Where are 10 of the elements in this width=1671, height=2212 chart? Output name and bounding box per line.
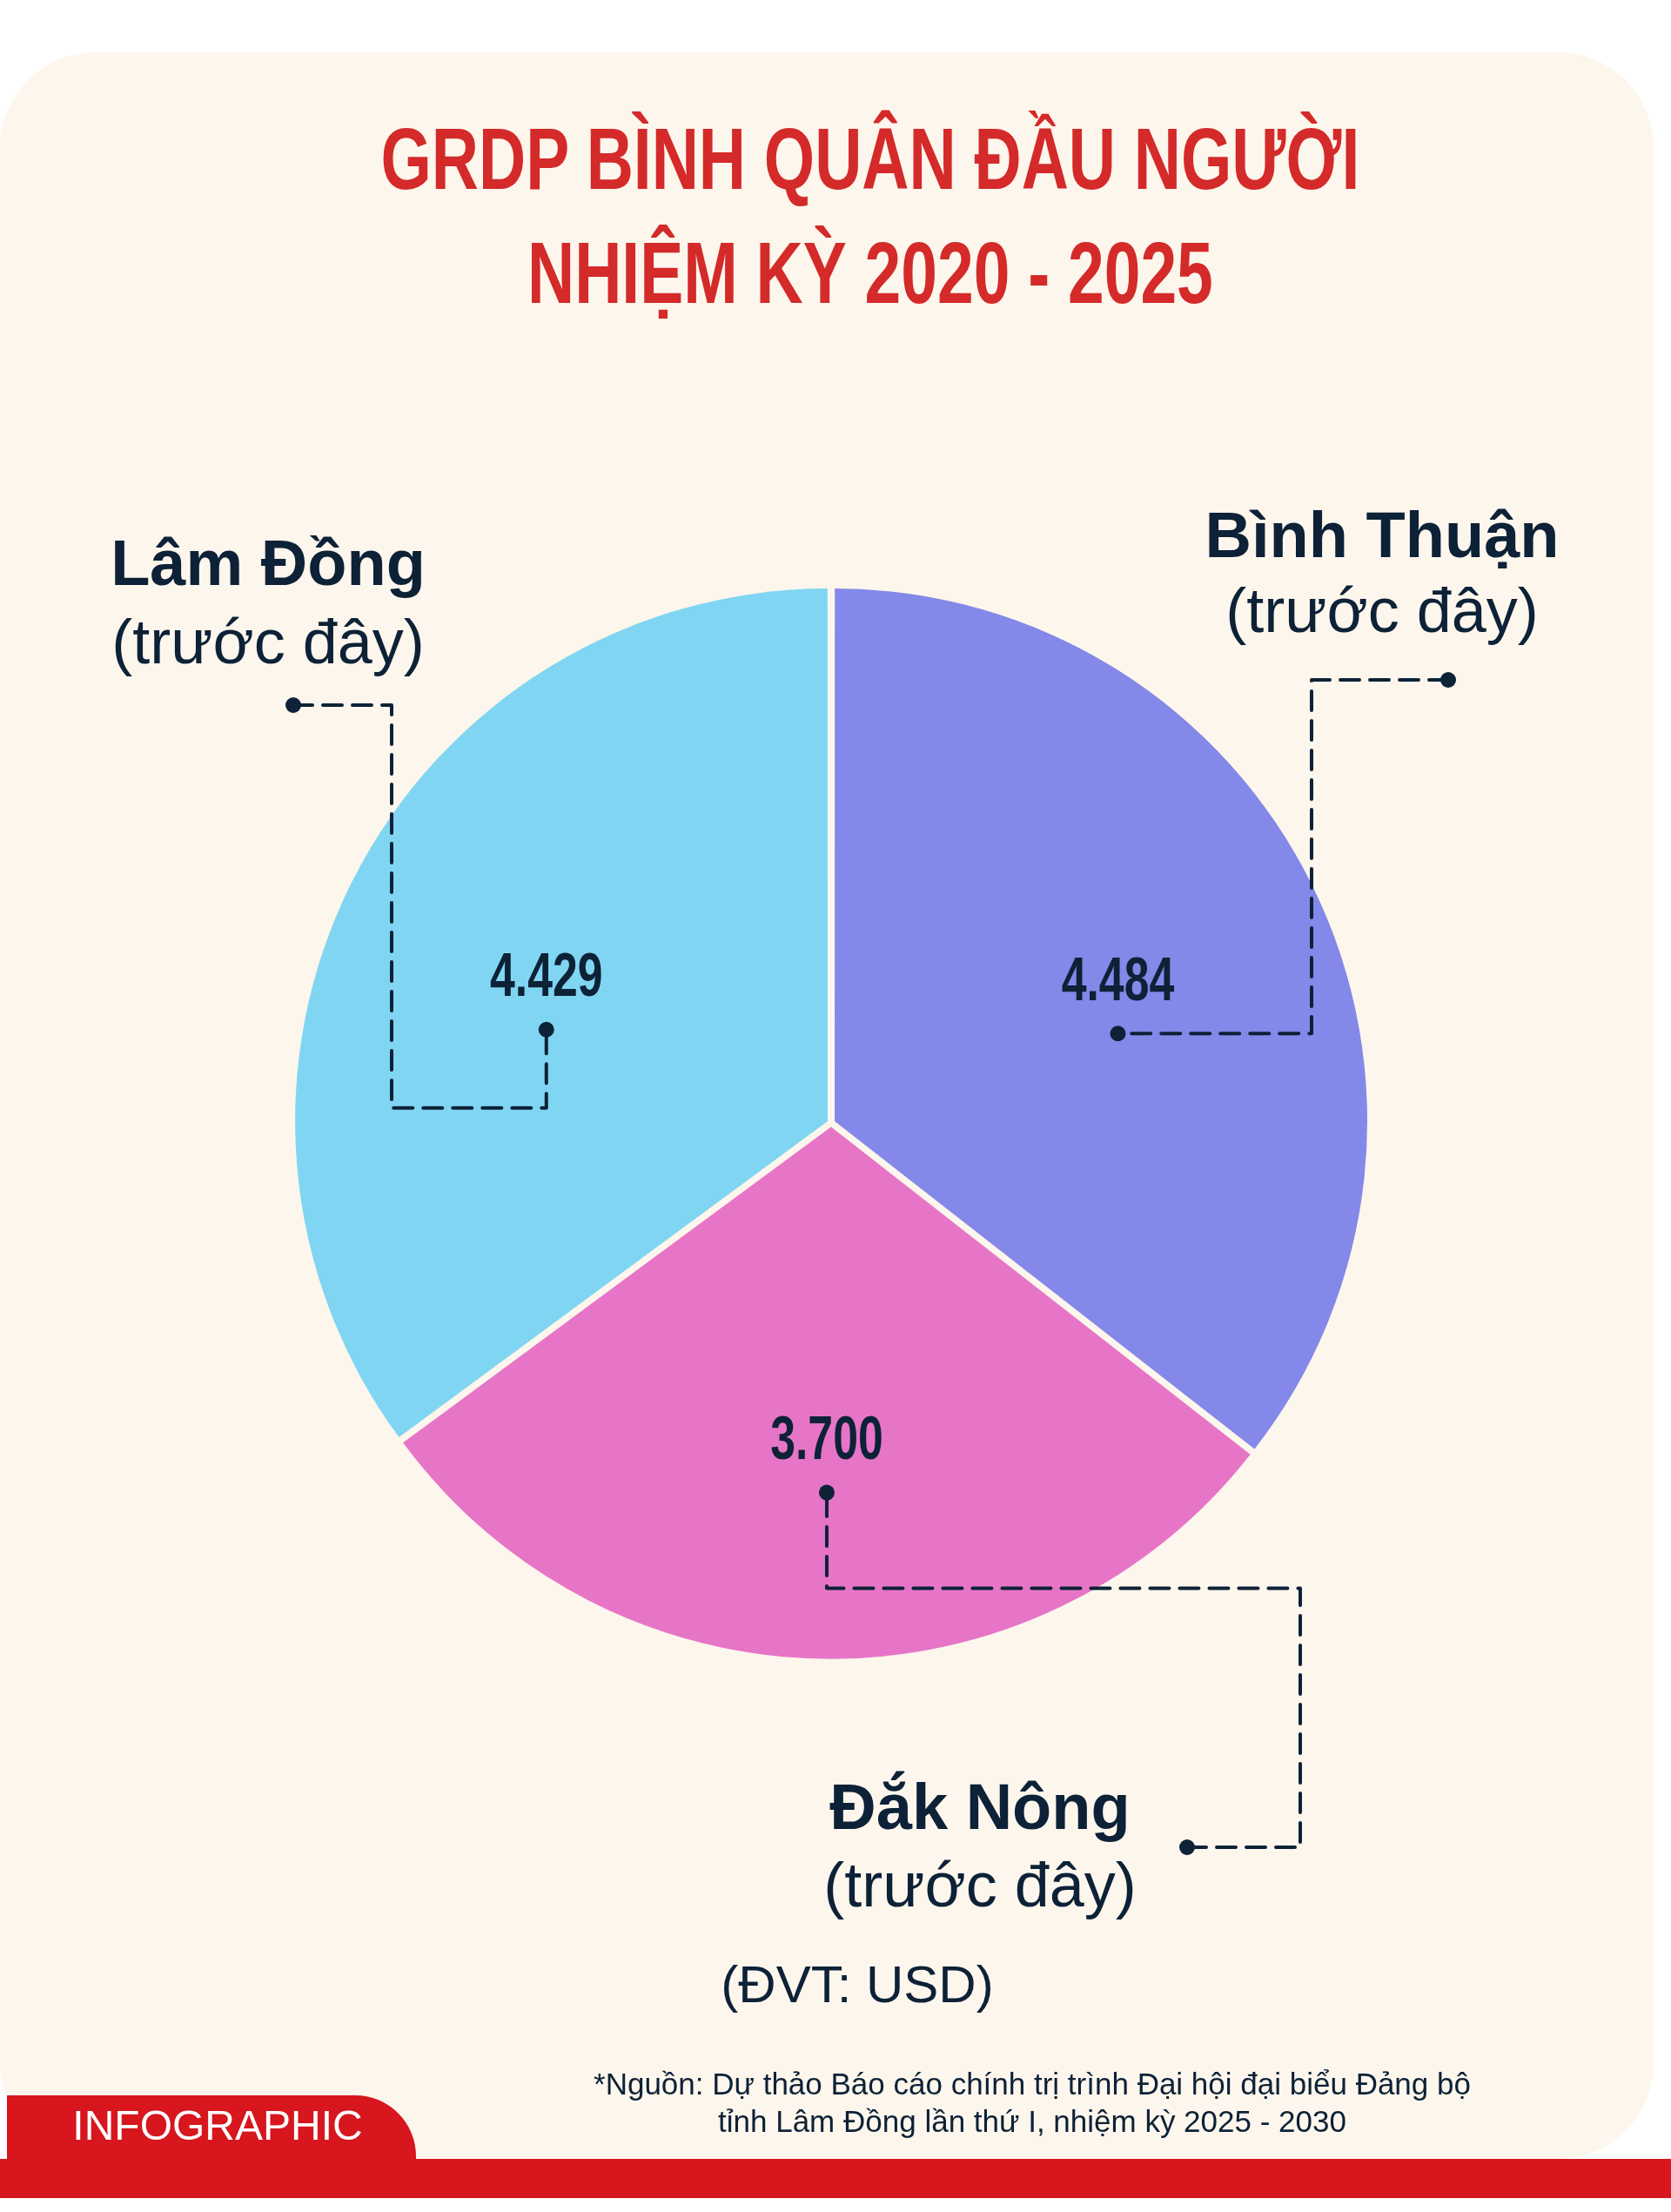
slice-label: Lâm Đồng (trước đây) xyxy=(111,527,426,676)
text: *Nguồn: Dự thảo Báo cáo chính trị trình Đại hội đại biểu Đảng bộ tỉnh Lâm Đồng lần thứ I, nhiệm kỳ 2025 - 2030 xyxy=(593,2066,1472,2140)
text: INFOGRAPHIC xyxy=(71,2101,364,2150)
data-label: 4.484 xyxy=(1061,944,1175,1013)
data-label: 3.700 xyxy=(770,1403,883,1472)
data-label: 4.429 xyxy=(489,940,603,1009)
slice-label: Bình Thuận (trước đây) xyxy=(1205,499,1560,645)
chart-title: GRDP BÌNH QUÂN ĐẦU NGƯỜI NHIỆM KỲ 2020 - 2025 xyxy=(380,109,1360,323)
slice-label: Đắk Nông (trước đây) xyxy=(823,1771,1137,1920)
text: (ĐVT: USD) xyxy=(720,1954,995,2015)
